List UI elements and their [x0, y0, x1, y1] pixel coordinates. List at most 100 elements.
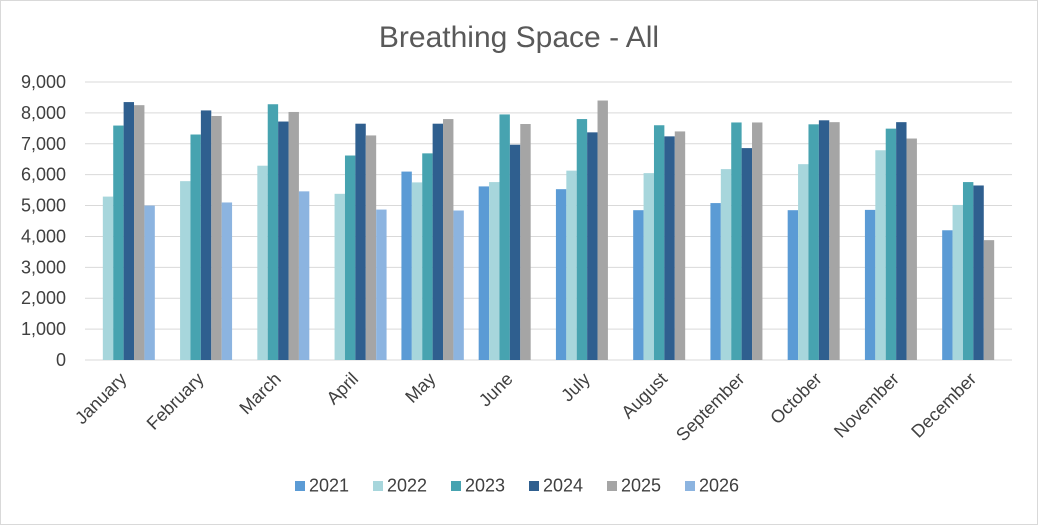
bar-2024-february [200, 110, 212, 360]
y-tick-label: 1,000 [21, 319, 66, 339]
bar-2022-february [180, 181, 191, 360]
legend-label-2026: 2026 [699, 476, 739, 496]
bar-2023-september [731, 122, 742, 360]
bar-2023-march [267, 104, 279, 361]
bar-2024-march [278, 121, 289, 360]
x-tick-label: October [766, 369, 825, 428]
bar-2021-july [555, 189, 567, 360]
bar-2023-october [808, 124, 819, 360]
legend-swatch-2023 [451, 481, 461, 491]
bar-2024-may [432, 123, 444, 360]
bar-2022-october [798, 164, 809, 360]
legend-label-2023: 2023 [465, 476, 505, 496]
bar-2023-november [885, 128, 897, 360]
bar-2024-november [896, 122, 907, 361]
bar-2023-august [653, 125, 665, 360]
gridlines [85, 81, 1012, 361]
bar-2023-may [422, 153, 433, 360]
bar-2021-september [710, 203, 721, 360]
legend: 2021 2022 2023 2024 2025 2026 [295, 476, 739, 496]
legend-swatch-2025 [607, 481, 617, 491]
bar-2025-january [134, 105, 145, 361]
x-tick-label: June [475, 369, 517, 411]
bar-2021-december [942, 230, 953, 360]
bar-2023-january [113, 125, 124, 360]
y-tick-label: 7,000 [21, 134, 66, 154]
bar-2021-november [864, 209, 876, 360]
x-tick-label: January [71, 369, 130, 428]
legend-swatch-2026 [685, 481, 695, 491]
x-tick-label: February [143, 369, 208, 434]
bar-2023-february [190, 134, 201, 360]
bar-2022-november [875, 150, 886, 360]
y-tick-label: 4,000 [21, 226, 66, 246]
bar-2024-july [587, 132, 598, 360]
bar-2026-may [453, 210, 464, 360]
bar-2025-june [520, 124, 531, 361]
bar-2021-may [401, 171, 412, 360]
x-tick-label: May [401, 369, 439, 407]
bar-2025-september [752, 122, 763, 360]
bar-2023-april [344, 155, 356, 360]
bar-2023-december [962, 182, 974, 360]
bar-2021-august [633, 210, 644, 360]
y-tick-label: 2,000 [21, 288, 66, 308]
x-axis-ticks: January February March April May June July Augu… [71, 369, 980, 445]
bar-2024-december [973, 185, 984, 360]
bar-2023-june [499, 114, 510, 360]
bar-2026-february [221, 202, 233, 360]
bar-2022-march [257, 165, 268, 360]
bar-2026-march [298, 191, 310, 360]
y-tick-label: 3,000 [21, 257, 66, 277]
bar-2025-february [211, 115, 222, 360]
chart-title: Breathing Space - All [379, 21, 659, 54]
bar-2026-april [376, 209, 387, 360]
y-tick-label: 5,000 [21, 196, 66, 216]
bar-2025-july [597, 100, 608, 361]
y-tick-label: 8,000 [21, 103, 66, 123]
bar-2025-december [983, 240, 995, 360]
bar-2023-july [576, 119, 588, 360]
legend-swatch-2022 [373, 481, 383, 491]
legend-swatch-2021 [295, 481, 305, 491]
bar-2024-august [664, 136, 675, 360]
bar-2022-january [102, 196, 114, 360]
x-tick-label: July [557, 369, 594, 406]
bar-2022-december [952, 204, 963, 360]
y-tick-label: 6,000 [21, 165, 66, 185]
bar-2022-july [566, 170, 577, 360]
bar-2022-august [643, 173, 654, 360]
bar-2025-august [674, 131, 686, 360]
y-tick-label: 0 [56, 350, 66, 370]
x-tick-label: September [672, 369, 748, 445]
legend-swatch-2024 [529, 481, 539, 491]
bar-2025-march [288, 111, 299, 360]
bar-2022-june [489, 182, 500, 360]
bar-2025-november [906, 138, 917, 360]
x-tick-label: November [830, 369, 903, 442]
bar-2025-april [365, 135, 377, 360]
bar-2024-january [123, 102, 135, 361]
legend-label-2024: 2024 [543, 476, 583, 496]
x-tick-label: April [323, 369, 363, 409]
bar-2022-september [720, 169, 732, 360]
legend-label-2025: 2025 [621, 476, 661, 496]
bar-2021-june [478, 186, 490, 360]
x-tick-label: August [617, 369, 671, 423]
bar-2024-april [355, 123, 366, 360]
legend-label-2022: 2022 [387, 476, 427, 496]
legend-label-2021: 2021 [309, 476, 349, 496]
bar-2024-september [741, 148, 753, 360]
y-axis-ticks: 0 1,000 2,000 3,000 4,000 5,000 6,000 7,000 8,00… [21, 72, 66, 370]
x-tick-label: March [235, 369, 285, 419]
x-tick-label: December [907, 369, 980, 442]
bar-2022-april [334, 193, 345, 360]
bar-2022-may [411, 182, 423, 360]
bar-2024-june [509, 144, 521, 360]
bar-2026-january [144, 205, 155, 360]
bar-2024-october [818, 120, 830, 361]
bar-2021-october [787, 210, 799, 360]
bar-2025-may [443, 119, 454, 360]
bars [102, 100, 995, 361]
